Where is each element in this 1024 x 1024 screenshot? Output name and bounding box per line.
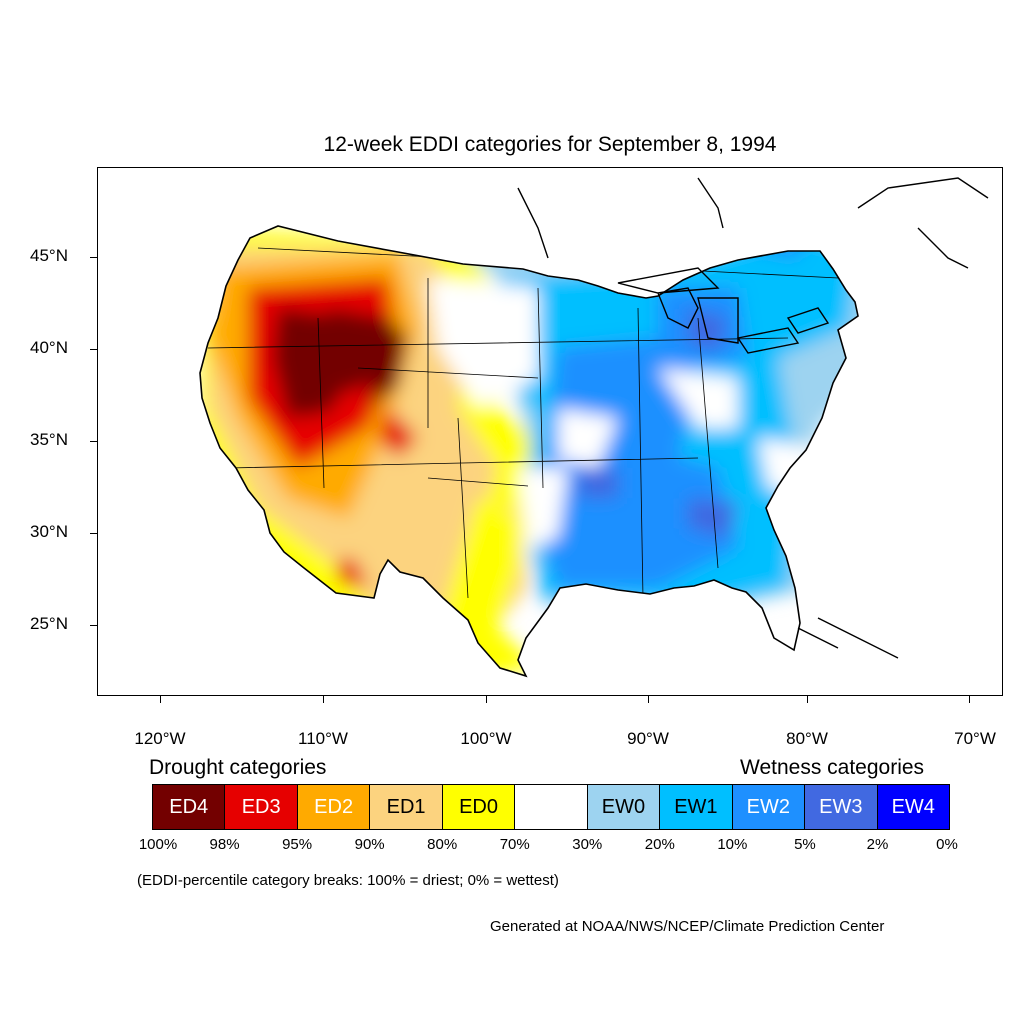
lat-label: 35°N bbox=[30, 430, 68, 449]
legend-break-label: 10% bbox=[717, 836, 748, 853]
legend-break-label: 30% bbox=[572, 836, 603, 853]
legend-swatch-ew1: EW1 bbox=[660, 785, 733, 829]
lon-tick bbox=[323, 696, 324, 703]
lat-tick bbox=[90, 625, 97, 626]
great-lakes bbox=[617, 267, 830, 354]
lon-tick bbox=[969, 696, 970, 703]
lon-label: 80°W bbox=[786, 729, 828, 748]
lon-label: 100°W bbox=[460, 729, 512, 748]
credit-line: Generated at NOAA/NWS/NCEP/Climate Predi… bbox=[490, 918, 885, 935]
lat-label: 45°N bbox=[30, 246, 68, 265]
legend-swatch-ed1: ED1 bbox=[370, 785, 443, 829]
lon-tick bbox=[160, 696, 161, 703]
legend-break-label: 80% bbox=[427, 836, 458, 853]
legend-swatch-ew2: EW2 bbox=[732, 785, 806, 829]
category-note: (EDDI-percentile category breaks: 100% =… bbox=[137, 872, 559, 889]
legend-swatch-ew3: EW3 bbox=[805, 785, 878, 829]
lat-label: 25°N bbox=[30, 614, 68, 633]
lat-label: 40°N bbox=[30, 338, 68, 357]
lon-tick bbox=[807, 696, 808, 703]
legend-break-label: 98% bbox=[209, 836, 240, 853]
lat-tick bbox=[90, 441, 97, 442]
lat-tick bbox=[90, 533, 97, 534]
legend-swatch-ew0: EW0 bbox=[587, 785, 661, 829]
conus-eddi-map bbox=[199, 177, 989, 678]
lon-tick bbox=[486, 696, 487, 703]
map-title: 12-week EDDI categories for September 8,… bbox=[323, 133, 777, 156]
lat-tick bbox=[90, 257, 97, 258]
legend-break-label: 100% bbox=[138, 836, 178, 853]
map-panel bbox=[97, 167, 1003, 696]
lon-tick bbox=[648, 696, 649, 703]
legend-break-label: 90% bbox=[354, 836, 385, 853]
legend-swatch-ew4: EW4 bbox=[877, 785, 949, 829]
lon-label: 110°W bbox=[298, 729, 348, 748]
lon-label: 120°W bbox=[134, 729, 186, 748]
legend-break-label: 20% bbox=[644, 836, 675, 853]
canada-mexico-coastlines bbox=[517, 177, 989, 659]
legend-wetness-heading: Wetness categories bbox=[740, 756, 925, 779]
lon-label: 90°W bbox=[627, 729, 669, 748]
legend-swatch-ed4: ED4 bbox=[153, 785, 226, 829]
coastline bbox=[199, 225, 859, 678]
legend-break-label: 2% bbox=[866, 836, 889, 853]
legend-swatch-ed0: ED0 bbox=[442, 785, 516, 829]
legend-drought-heading: Drought categories bbox=[149, 756, 327, 779]
lat-label: 30°N bbox=[30, 522, 68, 541]
legend-break-label: 70% bbox=[499, 836, 530, 853]
legend-break-label: 95% bbox=[282, 836, 313, 853]
lon-label: 70°W bbox=[954, 729, 996, 748]
legend-colorbar: ED4 ED3 ED2 ED1 ED0 EW0 EW1 EW2 EW3 EW4 bbox=[152, 784, 950, 830]
legend-break-label: 5% bbox=[794, 836, 816, 853]
legend-swatch-ed3: ED3 bbox=[225, 785, 298, 829]
lat-tick bbox=[90, 349, 97, 350]
legend-swatch-neutral bbox=[515, 785, 588, 829]
legend-break-label: 0% bbox=[936, 836, 958, 853]
legend-swatch-ed2: ED2 bbox=[297, 785, 371, 829]
eddi-shading bbox=[200, 226, 858, 676]
